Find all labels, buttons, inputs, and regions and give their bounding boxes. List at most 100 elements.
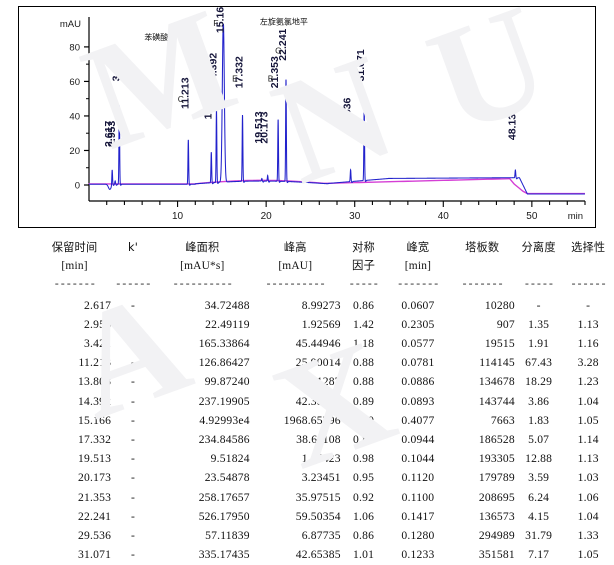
table-row[interactable]: 15.166 - 4.92993e4 1968.65796 0.10 0.4077 7663…	[38, 411, 614, 430]
header-unit-retention-time: [min]	[61, 260, 88, 273]
table-row[interactable]: 29.536 - 57.11839 6.87735 0.86 0.1280 294989 31…	[38, 526, 614, 545]
cell-retention-time: 11.213	[78, 356, 112, 370]
table-row[interactable]: 13.808 - 99.87240 17.81287 0.88 0.0886 134678 1…	[38, 372, 614, 391]
cell-peak-width: 0.0607	[401, 298, 435, 312]
cell-peak-width: 0.2305	[401, 317, 435, 331]
cell-resolution: 18.29	[525, 375, 553, 389]
cell-symmetry: 0.89	[352, 394, 375, 408]
cell-plate-number: 10280	[484, 298, 515, 312]
cell-resolution: 6.24	[528, 490, 550, 504]
y-tick-label: 40	[69, 112, 80, 123]
cell-selectivity: 1.14	[577, 433, 599, 447]
header-resolution: 分离度	[521, 241, 556, 254]
cell-peak-width: 0.1280	[401, 529, 435, 543]
cell-peak-height: 8.99273	[301, 298, 341, 312]
peak-letter-label: A	[354, 66, 360, 76]
cell-plate-number: 208695	[478, 490, 515, 504]
peak-rt-label: 48.139	[506, 108, 518, 140]
peak-rt-label: 22.241	[277, 28, 289, 60]
cell-peak-height: 35.97515	[295, 490, 341, 504]
cell-k-prime: -	[130, 317, 136, 331]
cell-symmetry: 0.98	[352, 452, 375, 466]
cell-retention-time: 17.332	[78, 433, 112, 447]
cell-symmetry: 0.86	[352, 529, 375, 543]
cell-selectivity: 1.05	[577, 413, 599, 427]
cell-k-prime: -	[130, 452, 136, 466]
table-row[interactable]: 20.173 - 23.54878 3.23451 0.95 0.1120 179789 3.…	[38, 468, 614, 487]
header-plate-number: 塔板数	[465, 241, 500, 254]
cell-selectivity: 1.03	[577, 471, 599, 485]
peak-letter-label: F	[213, 18, 218, 28]
y-tick-label: 60	[69, 77, 80, 88]
cell-peak-area: 34.72488	[204, 298, 250, 312]
cell-retention-time: 31.071	[78, 548, 112, 562]
cell-retention-time: 19.513	[78, 452, 112, 466]
separator-cell-0: -------	[53, 279, 97, 292]
cell-k-prime: -	[130, 548, 136, 562]
cell-peak-area: 99.87240	[204, 375, 250, 389]
peak-letter-label: D	[206, 70, 212, 80]
cell-peak-area: 23.54878	[204, 471, 250, 485]
cell-k-prime: -	[130, 529, 136, 543]
peak-rt-label: 3.421	[110, 55, 122, 81]
header-unit-selectivity	[562, 257, 614, 276]
header-unit-k-prime	[111, 257, 155, 276]
cell-k-prime: -	[130, 490, 136, 504]
cell-peak-height: 1.47423	[301, 452, 341, 466]
separator-cell-1: ------	[114, 279, 152, 292]
cell-peak-area: 526.17950	[198, 509, 250, 523]
table-row[interactable]: 22.241 - 526.17950 59.50354 1.06 0.1417 136573…	[38, 507, 614, 526]
table-separator-row: ------- ------ ---------- ---------- ---…	[38, 276, 614, 295]
cell-peak-height: 59.50354	[295, 509, 341, 523]
y-tick-label: 20	[69, 146, 80, 157]
header-peak-height: 峰高	[283, 241, 307, 254]
table-row[interactable]: 21.353 - 258.17657 35.97515 0.92 0.1100 208695…	[38, 488, 614, 507]
table-body: 2.617-34.72488 8.99273 0.86 0.0607 10280- -2.…	[38, 296, 614, 565]
peak-rt-label: 2.953	[106, 121, 118, 147]
x-tick-label: 50	[526, 211, 538, 222]
cell-peak-area: 165.33864	[198, 337, 250, 351]
separator-cell-6: -------	[461, 279, 504, 292]
signal-trace	[89, 23, 585, 195]
cell-plate-number: 193305	[478, 452, 515, 466]
peak-rt-label: 14.392	[207, 53, 219, 85]
table-row[interactable]: 31.071 - 335.17435 42.65385 1.01 0.1233 351581…	[38, 545, 614, 564]
table-row[interactable]: 17.332 - 234.84586 38.61108 0.83 0.0944 186528…	[38, 430, 614, 449]
cell-peak-area: 335.17435	[198, 548, 250, 562]
cell-symmetry: 0.10	[352, 413, 375, 427]
cell-peak-area: 234.84586	[198, 433, 250, 447]
table-row[interactable]: 11.213 - 126.86427 25.90014 0.88 0.0781 114145…	[38, 353, 614, 372]
table-row[interactable]: 3.421 - 165.33864 45.44946 1.18 0.0577 19515 1.…	[38, 334, 614, 353]
cell-retention-time: 15.166	[78, 413, 112, 427]
cell-retention-time: 2.953	[84, 317, 112, 331]
cell-peak-height: 42.65385	[295, 548, 341, 562]
cell-k-prime: -	[130, 298, 136, 312]
cell-resolution: 3.86	[528, 394, 550, 408]
cell-resolution: 5.07	[528, 433, 550, 447]
peak-letter-label: G	[275, 46, 282, 56]
table-row[interactable]: 14.392 - 237.19905 42.38958 0.89 0.0893 143744…	[38, 392, 614, 411]
cell-peak-area: 22.49119	[205, 317, 250, 331]
cell-k-prime: -	[130, 413, 136, 427]
cell-resolution: 1.91	[528, 337, 550, 351]
cell-plate-number: 294989	[478, 529, 515, 543]
cell-peak-area: 4.92993e4	[199, 413, 250, 427]
peak-rt-label: 29.536	[342, 98, 354, 130]
cell-selectivity: 1.04	[577, 394, 599, 408]
header-unit-resolution	[515, 257, 563, 276]
cell-selectivity: 3.28	[577, 356, 599, 370]
cell-peak-area: 9.51824	[210, 452, 250, 466]
separator-cell-7: -----	[523, 279, 555, 292]
peak-rt-label: 17.332	[234, 56, 246, 88]
cell-retention-time: 21.353	[78, 490, 112, 504]
cell-resolution: 31.79	[525, 529, 553, 543]
table-row[interactable]: 2.617 - 34.72488 8.99273 0.86 0.0607 10280 - -	[38, 296, 614, 315]
results-table-area: 保留时间 k' 峰面积 峰高 对称 峰宽 塔板数 分离度 选择性 [min] […	[0, 238, 614, 563]
cell-peak-width: 0.1233	[401, 548, 435, 562]
cell-peak-width: 0.1120	[401, 471, 435, 485]
table-row[interactable]: 2.953 - 22.49119 1.92569 1.42 0.2305 907 1.35 1.…	[38, 315, 614, 334]
table-row[interactable]: 19.513 - 9.51824 1.47423 0.98 0.1044 193305 12.…	[38, 449, 614, 468]
cell-resolution: 12.88	[525, 452, 553, 466]
cell-retention-time: 13.808	[78, 375, 112, 389]
